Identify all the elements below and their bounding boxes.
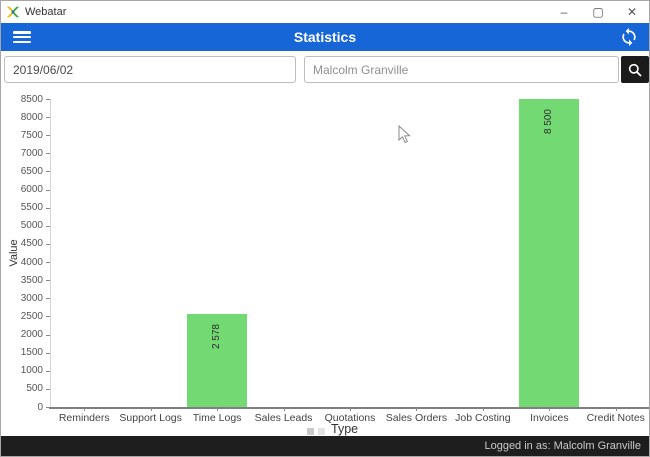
maximize-button[interactable]: ▢ — [592, 5, 604, 19]
x-tick-mark — [416, 407, 418, 411]
search-button[interactable] — [621, 56, 649, 83]
filter-row — [1, 56, 649, 84]
close-button[interactable]: ✕ — [626, 5, 638, 19]
bar-value-label: 2 578 — [211, 323, 223, 349]
x-tick-mark — [217, 407, 219, 411]
y-tick-label: 3000 — [20, 292, 43, 304]
y-axis-line — [50, 99, 51, 407]
y-tick-label: 0 — [37, 401, 43, 413]
y-tick-label: 4000 — [20, 256, 43, 268]
y-tick-label: 5000 — [20, 220, 43, 232]
y-tick-mark — [46, 298, 50, 300]
x-tick-mark — [350, 407, 351, 411]
header-bar: Statistics — [1, 23, 649, 51]
pager-square-2[interactable] — [318, 428, 325, 435]
x-category-label: Support Logs — [119, 412, 182, 424]
minimize-button[interactable]: – — [560, 5, 568, 19]
y-tick-mark — [46, 135, 50, 137]
search-icon — [628, 63, 642, 77]
x-axis-title: Type — [331, 422, 359, 436]
x-category-label: Invoices — [530, 412, 569, 424]
x-tick-mark — [150, 407, 152, 411]
x-category-label: Credit Notes — [586, 412, 645, 424]
y-tick-mark — [46, 99, 50, 100]
y-tick-mark — [46, 370, 50, 372]
y-tick-label: 4500 — [20, 238, 43, 250]
y-tick-label: 7500 — [20, 129, 43, 141]
bar-chart: Value Type 0 500 1000 1500 2000 2500 3000 3500 4… — [1, 86, 649, 436]
y-tick-mark — [46, 280, 50, 282]
y-tick-mark — [46, 262, 50, 264]
window-controls: – ▢ ✕ — [547, 1, 649, 23]
x-tick-mark — [549, 407, 551, 411]
x-category-label: Quotations — [324, 412, 376, 424]
y-tick-label: 1500 — [20, 347, 43, 359]
user-search-input[interactable] — [304, 56, 619, 83]
y-tick-mark — [46, 171, 50, 173]
y-tick-mark — [46, 225, 50, 227]
bar-value-label: 8 500 — [543, 109, 555, 135]
bar-time-logs[interactable]: 2 578 — [187, 313, 248, 407]
y-tick-label: 5500 — [20, 202, 43, 214]
app-title: Webatar — [25, 6, 67, 18]
x-tick-mark — [482, 407, 484, 411]
y-tick-mark — [46, 207, 50, 209]
x-tick-mark — [283, 407, 285, 411]
y-tick-label: 1000 — [20, 365, 43, 377]
y-tick-label: 6000 — [20, 184, 43, 196]
y-tick-label: 8500 — [20, 93, 43, 105]
x-category-label: Sales Orders — [385, 412, 448, 424]
x-category-label: Time Logs — [192, 412, 242, 424]
y-axis-title: Value — [8, 239, 20, 267]
y-tick-mark — [46, 388, 50, 390]
x-category-label: Reminders — [58, 412, 110, 424]
status-bar: Logged in as: Malcolm Granville — [1, 436, 649, 456]
titlebar: Webatar – ▢ ✕ — [1, 1, 649, 23]
y-tick-mark — [46, 153, 50, 155]
x-tick-mark — [84, 407, 86, 411]
x-tick-mark — [615, 407, 617, 411]
x-category-label: Job Costing — [455, 412, 511, 424]
y-tick-mark — [46, 243, 50, 245]
y-tick-label: 6500 — [20, 165, 43, 177]
y-tick-mark — [46, 407, 50, 408]
bar-invoices[interactable]: 8 500 — [519, 99, 580, 407]
y-tick-label: 7000 — [20, 147, 43, 159]
app-logo-icon — [6, 6, 20, 18]
logged-in-text: Logged in as: Malcolm Granville — [484, 440, 641, 452]
y-tick-label: 3500 — [20, 274, 43, 286]
y-tick-mark — [46, 189, 50, 191]
y-tick-mark — [46, 334, 50, 336]
refresh-icon[interactable] — [619, 27, 639, 47]
y-tick-mark — [46, 117, 50, 119]
page-title: Statistics — [293, 29, 357, 45]
pager-square-1[interactable] — [307, 428, 314, 435]
x-category-label: Sales Leads — [254, 412, 313, 424]
y-tick-mark — [46, 316, 50, 318]
y-tick-label: 500 — [26, 383, 43, 395]
date-input[interactable] — [4, 56, 296, 83]
menu-icon[interactable] — [13, 31, 31, 43]
x-axis-line — [49, 407, 649, 409]
y-tick-label: 8000 — [20, 111, 43, 123]
y-tick-label: 2000 — [20, 329, 43, 341]
y-tick-mark — [46, 352, 50, 354]
y-tick-label: 2500 — [20, 310, 43, 322]
